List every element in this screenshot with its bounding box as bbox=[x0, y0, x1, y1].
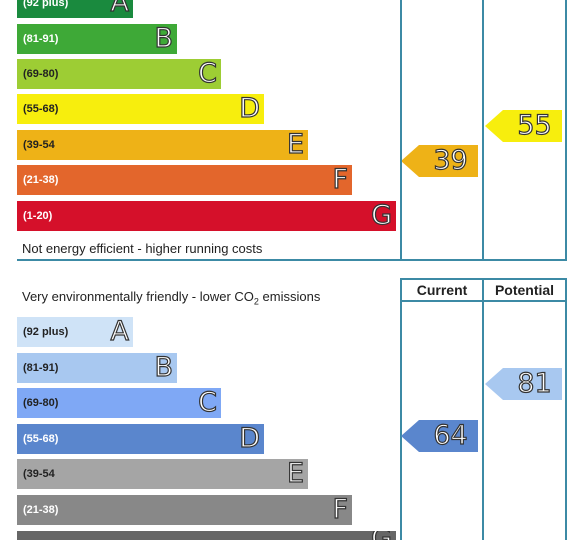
env-band-a: (92 plus) A bbox=[17, 315, 133, 348]
arrow-shape bbox=[485, 110, 562, 142]
band-letter: B bbox=[154, 351, 174, 383]
note-text: Very environmentally friendly - lower CO bbox=[22, 289, 254, 304]
energy-current-value: 39 bbox=[433, 144, 469, 176]
band-letter: E bbox=[286, 457, 304, 489]
divider-line bbox=[400, 0, 402, 260]
band-range: (1-20) bbox=[23, 210, 53, 222]
note-text: emissions bbox=[258, 289, 321, 304]
band-range: (69-80) bbox=[23, 68, 59, 80]
band-letter: F bbox=[332, 493, 349, 525]
env-band-b: (81-91) B bbox=[17, 351, 177, 384]
band-range: (92 plus) bbox=[23, 326, 69, 338]
env-potential-arrow: 81 bbox=[485, 367, 562, 400]
band-letter: A bbox=[110, 315, 130, 347]
divider-line bbox=[565, 0, 567, 260]
band-letter: C bbox=[198, 57, 218, 89]
band-letter: A bbox=[110, 0, 130, 19]
band-letter: D bbox=[239, 422, 261, 454]
environment-header-note: Very environmentally friendly - lower CO… bbox=[22, 289, 320, 307]
energy-band-c: (69-80) C bbox=[17, 57, 221, 90]
band-range: (81-91) bbox=[23, 362, 59, 374]
band-range: (55-68) bbox=[23, 103, 59, 115]
band-range: (69-80) bbox=[23, 397, 59, 409]
energy-band-a: (92 plus) A bbox=[17, 0, 133, 19]
env-current-arrow: 64 bbox=[401, 419, 478, 452]
env-band-c: (69-80) C bbox=[17, 386, 221, 419]
energy-potential-arrow: 55 bbox=[485, 109, 562, 142]
band-letter: D bbox=[239, 92, 261, 124]
env-current-value: 64 bbox=[433, 419, 469, 451]
energy-footer-note: Not energy efficient - higher running co… bbox=[22, 241, 263, 256]
band-range: (39-54 bbox=[23, 139, 55, 151]
band-letter: E bbox=[286, 128, 304, 160]
column-header-potential: Potential bbox=[494, 282, 555, 298]
band-range: (55-68) bbox=[23, 433, 59, 445]
band-letter: C bbox=[198, 386, 218, 418]
band-range: (39-54 bbox=[23, 468, 55, 480]
band-range: (92 plus) bbox=[23, 0, 69, 9]
divider-line bbox=[400, 278, 402, 540]
env-band-e: (39-54 E bbox=[17, 457, 308, 490]
energy-band-e: (39-54 E bbox=[17, 128, 308, 161]
arrow-shape bbox=[401, 145, 478, 177]
env-band-f: (21-38) F bbox=[17, 493, 352, 526]
env-potential-value: 81 bbox=[517, 367, 553, 399]
divider-line bbox=[565, 278, 567, 540]
divider-line bbox=[482, 0, 484, 260]
divider-line bbox=[17, 259, 567, 261]
divider-line bbox=[482, 278, 484, 540]
energy-band-g: (1-20) G bbox=[17, 199, 396, 232]
column-header-current: Current bbox=[416, 282, 468, 298]
band-letter: G bbox=[370, 199, 392, 231]
arrow-shape bbox=[485, 368, 562, 400]
band-letter: F bbox=[332, 163, 349, 195]
energy-band-b: (81-91) B bbox=[17, 22, 177, 55]
band-range: (21-38) bbox=[23, 174, 59, 186]
band-letter: B bbox=[154, 22, 174, 54]
energy-potential-value: 55 bbox=[517, 109, 553, 141]
arrow-shape bbox=[401, 420, 478, 452]
energy-band-d: (55-68) D bbox=[17, 92, 264, 125]
energy-band-f: (21-38) F bbox=[17, 163, 352, 196]
env-band-g: G bbox=[17, 531, 396, 540]
env-band-d: (55-68) D bbox=[17, 422, 264, 455]
band-range: (21-38) bbox=[23, 504, 59, 516]
note-subscript: 2 bbox=[253, 296, 259, 307]
band-range: (81-91) bbox=[23, 33, 59, 45]
band-letter: G bbox=[370, 531, 392, 540]
energy-current-arrow: 39 bbox=[401, 144, 478, 177]
